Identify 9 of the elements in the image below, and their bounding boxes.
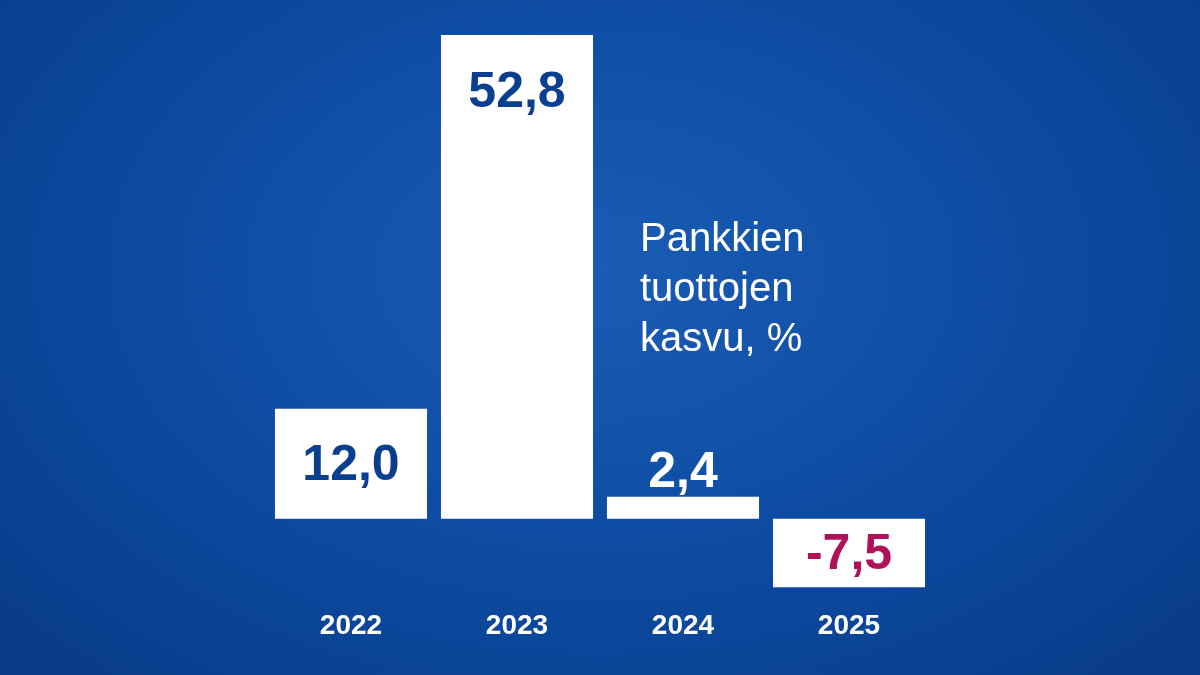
data-label: -7,5 [805, 523, 893, 580]
x-tick-label: 2025 [817, 608, 881, 640]
data-label: 12,0 [302, 434, 400, 491]
x-tick-label: 2022 [319, 608, 383, 640]
text: Pankkien tuottojen kasvu, % [640, 214, 806, 361]
x-tick-label: 2024 [651, 608, 715, 640]
x-tick-label: 2023 [485, 608, 549, 640]
data-label: 52,8 [468, 61, 566, 118]
data-label: 2,4 [648, 441, 718, 498]
